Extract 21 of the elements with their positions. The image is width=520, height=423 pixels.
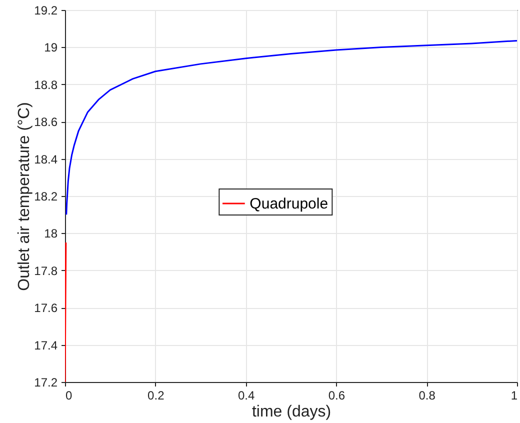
y-tick-label: 18: [44, 226, 58, 241]
x-tick-label: 0.4: [238, 388, 255, 402]
y-tick-label: 17.2: [34, 376, 58, 390]
y-tick-label: 17.4: [34, 338, 58, 352]
y-tick-label: 19: [44, 40, 58, 55]
legend-label: Quadrupole: [250, 196, 328, 213]
line-series: [66, 40, 517, 216]
x-tick-label: 0.2: [148, 388, 165, 402]
y-tick-label: 18.8: [34, 78, 58, 92]
x-axis-title: time (days): [252, 404, 332, 420]
y-axis-title: Outlet air temperature (°C): [16, 102, 34, 291]
y-tick-label: 19.2: [34, 4, 58, 18]
x-tick-label: 1: [510, 388, 518, 402]
y-tick-label: 18.2: [34, 190, 58, 204]
y-tick-label: 18.4: [34, 152, 58, 166]
y-tick-label: 18.6: [34, 115, 58, 130]
x-tick-label: 0.6: [328, 388, 346, 402]
x-tick-label: 0: [66, 388, 72, 402]
y-tick-label: 17.6: [34, 301, 58, 316]
y-tick-label: 17.8: [34, 264, 58, 278]
x-tick-label: 0.8: [418, 388, 436, 402]
